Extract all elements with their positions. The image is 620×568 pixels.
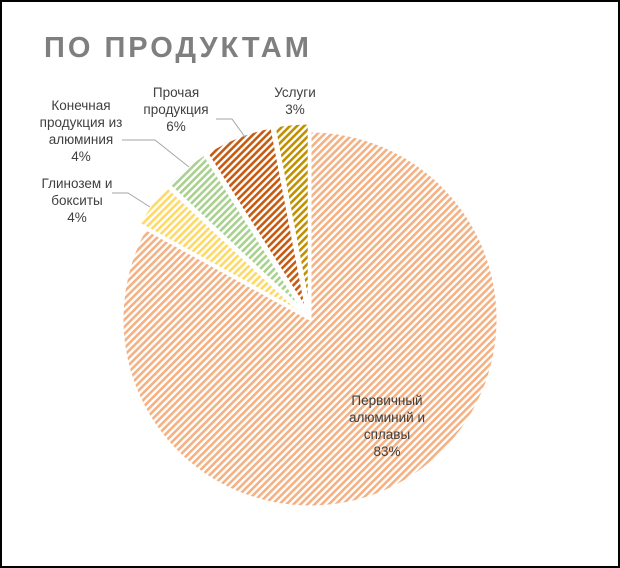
leader-line: [122, 139, 190, 168]
pie-slice: [204, 125, 309, 314]
slice-label: Первичный алюминий и сплавы 83%: [349, 393, 425, 459]
slice-label: Конечная продукция из алюминия 4%: [40, 98, 123, 164]
data-labels: Первичный алюминий и сплавы 83% Глинозем и бо…: [40, 85, 425, 459]
pie-slice: [272, 121, 311, 313]
slice-label: Услуги 3%: [274, 85, 316, 117]
slice-label: Глинозем и бокситы 4%: [42, 176, 113, 225]
pie-slices: [120, 121, 500, 509]
pie-slice: [120, 129, 500, 509]
chart-title: ПО ПРОДУКТАМ: [44, 32, 312, 64]
slice-label: Прочая продукция 6%: [143, 85, 208, 134]
leader-line: [112, 192, 151, 208]
leader-lines: [112, 118, 246, 208]
pie-slice: [137, 184, 306, 316]
leader-line: [216, 118, 246, 138]
pie-slice: [166, 152, 307, 315]
